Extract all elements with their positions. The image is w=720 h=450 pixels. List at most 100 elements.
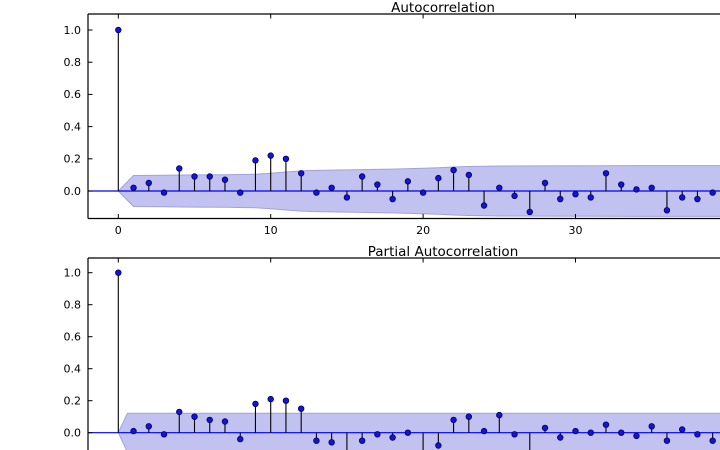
x-tick-label: 30 xyxy=(569,224,583,237)
y-tick-label: 0.2 xyxy=(64,153,82,166)
data-point-marker xyxy=(480,427,488,435)
data-point-marker xyxy=(450,166,457,174)
data-point-marker xyxy=(633,432,640,440)
y-tick-label: 0.8 xyxy=(64,299,82,312)
data-point-marker xyxy=(602,421,610,428)
data-point-marker xyxy=(694,195,701,203)
data-point-marker xyxy=(602,170,610,177)
data-point-marker xyxy=(435,174,442,182)
data-point-marker xyxy=(252,157,259,164)
data-point-marker xyxy=(313,437,320,444)
data-point-marker xyxy=(328,184,335,191)
data-point-marker xyxy=(648,423,655,430)
data-point-marker xyxy=(237,189,244,196)
data-point-marker xyxy=(587,194,594,201)
x-tick-label: 0 xyxy=(115,224,122,237)
data-point-marker xyxy=(130,184,137,191)
data-point-marker xyxy=(663,207,671,214)
y-tick-label: 0.6 xyxy=(64,331,82,344)
data-point-marker xyxy=(526,208,533,216)
data-point-marker xyxy=(252,400,259,408)
data-point-marker xyxy=(130,427,137,435)
data-point-marker xyxy=(328,439,335,446)
data-point-marker xyxy=(115,26,122,34)
data-point-marker xyxy=(480,202,488,209)
data-point-marker xyxy=(572,427,579,435)
data-point-marker xyxy=(160,189,168,196)
data-point-marker xyxy=(374,431,381,438)
data-point-marker xyxy=(465,413,473,420)
data-point-marker xyxy=(496,411,503,419)
data-point-marker xyxy=(618,429,625,436)
data-point-marker xyxy=(221,418,229,425)
data-point-marker xyxy=(358,173,366,180)
data-point-marker xyxy=(160,431,168,438)
data-point-marker xyxy=(618,181,625,188)
data-point-marker xyxy=(678,426,686,433)
x-tick-label: 20 xyxy=(416,224,430,237)
data-point-marker xyxy=(191,413,198,420)
data-point-marker xyxy=(435,442,442,449)
data-point-marker xyxy=(709,437,716,444)
data-point-marker xyxy=(297,405,305,412)
data-point-marker xyxy=(511,431,518,438)
data-point-marker xyxy=(282,397,290,404)
data-point-marker xyxy=(496,184,503,191)
data-point-marker xyxy=(237,435,244,443)
data-point-marker xyxy=(206,173,213,180)
confidence-band xyxy=(117,412,720,450)
data-point-marker xyxy=(297,170,305,177)
data-point-marker xyxy=(145,423,152,430)
data-point-marker xyxy=(404,429,412,436)
y-tick-label: 0.6 xyxy=(64,88,82,101)
data-point-marker xyxy=(587,429,594,436)
data-point-marker xyxy=(633,186,640,193)
data-point-marker xyxy=(648,184,655,191)
data-point-marker xyxy=(419,189,427,196)
data-point-marker xyxy=(191,173,198,180)
data-point-marker xyxy=(572,191,579,198)
data-point-marker xyxy=(206,416,213,424)
data-point-marker xyxy=(541,424,549,432)
data-point-marker xyxy=(663,437,671,444)
data-point-marker xyxy=(709,189,716,196)
data-point-marker xyxy=(389,434,396,441)
data-point-marker xyxy=(678,194,686,201)
data-point-marker xyxy=(404,178,412,185)
y-tick-label: 1.0 xyxy=(64,267,82,280)
data-point-marker xyxy=(389,195,396,203)
data-point-marker xyxy=(267,152,274,159)
data-point-marker xyxy=(343,194,351,201)
pacf-plot: 1.0 0.8 0.6 0.4 0.2 0.0 xyxy=(64,257,720,450)
data-point-marker xyxy=(557,434,564,441)
data-point-marker xyxy=(267,395,274,403)
data-point-marker xyxy=(313,189,320,196)
y-tick-label: 0.0 xyxy=(64,185,82,198)
data-point-marker xyxy=(115,269,122,276)
data-point-marker xyxy=(282,155,290,162)
data-point-marker xyxy=(176,165,183,172)
y-tick-label: 1.0 xyxy=(64,24,82,37)
pacf-plot-title: Partial Autocorrelation xyxy=(367,244,519,260)
data-point-marker xyxy=(145,179,152,187)
y-tick-label: 0.0 xyxy=(64,427,82,440)
data-point-marker xyxy=(465,171,473,179)
data-point-marker xyxy=(541,179,549,187)
data-point-marker xyxy=(358,437,366,444)
acf-plot-title: Autocorrelation xyxy=(391,0,495,16)
data-point-marker xyxy=(221,176,229,183)
y-tick-label: 0.4 xyxy=(64,363,82,376)
data-point-marker xyxy=(511,192,518,200)
data-point-marker xyxy=(557,195,564,203)
x-tick-label: 10 xyxy=(264,224,278,237)
data-point-marker xyxy=(694,431,701,438)
y-tick-label: 0.2 xyxy=(64,395,82,408)
y-tick-label: 0.4 xyxy=(64,120,82,133)
data-point-marker xyxy=(450,416,457,424)
acf-plot: 1.0 0.8 0.6 0.4 0.2 0.0 0 10 20 30 xyxy=(64,13,720,237)
data-point-marker xyxy=(374,181,381,188)
data-point-marker xyxy=(176,408,183,416)
y-tick-label: 0.8 xyxy=(64,56,82,69)
